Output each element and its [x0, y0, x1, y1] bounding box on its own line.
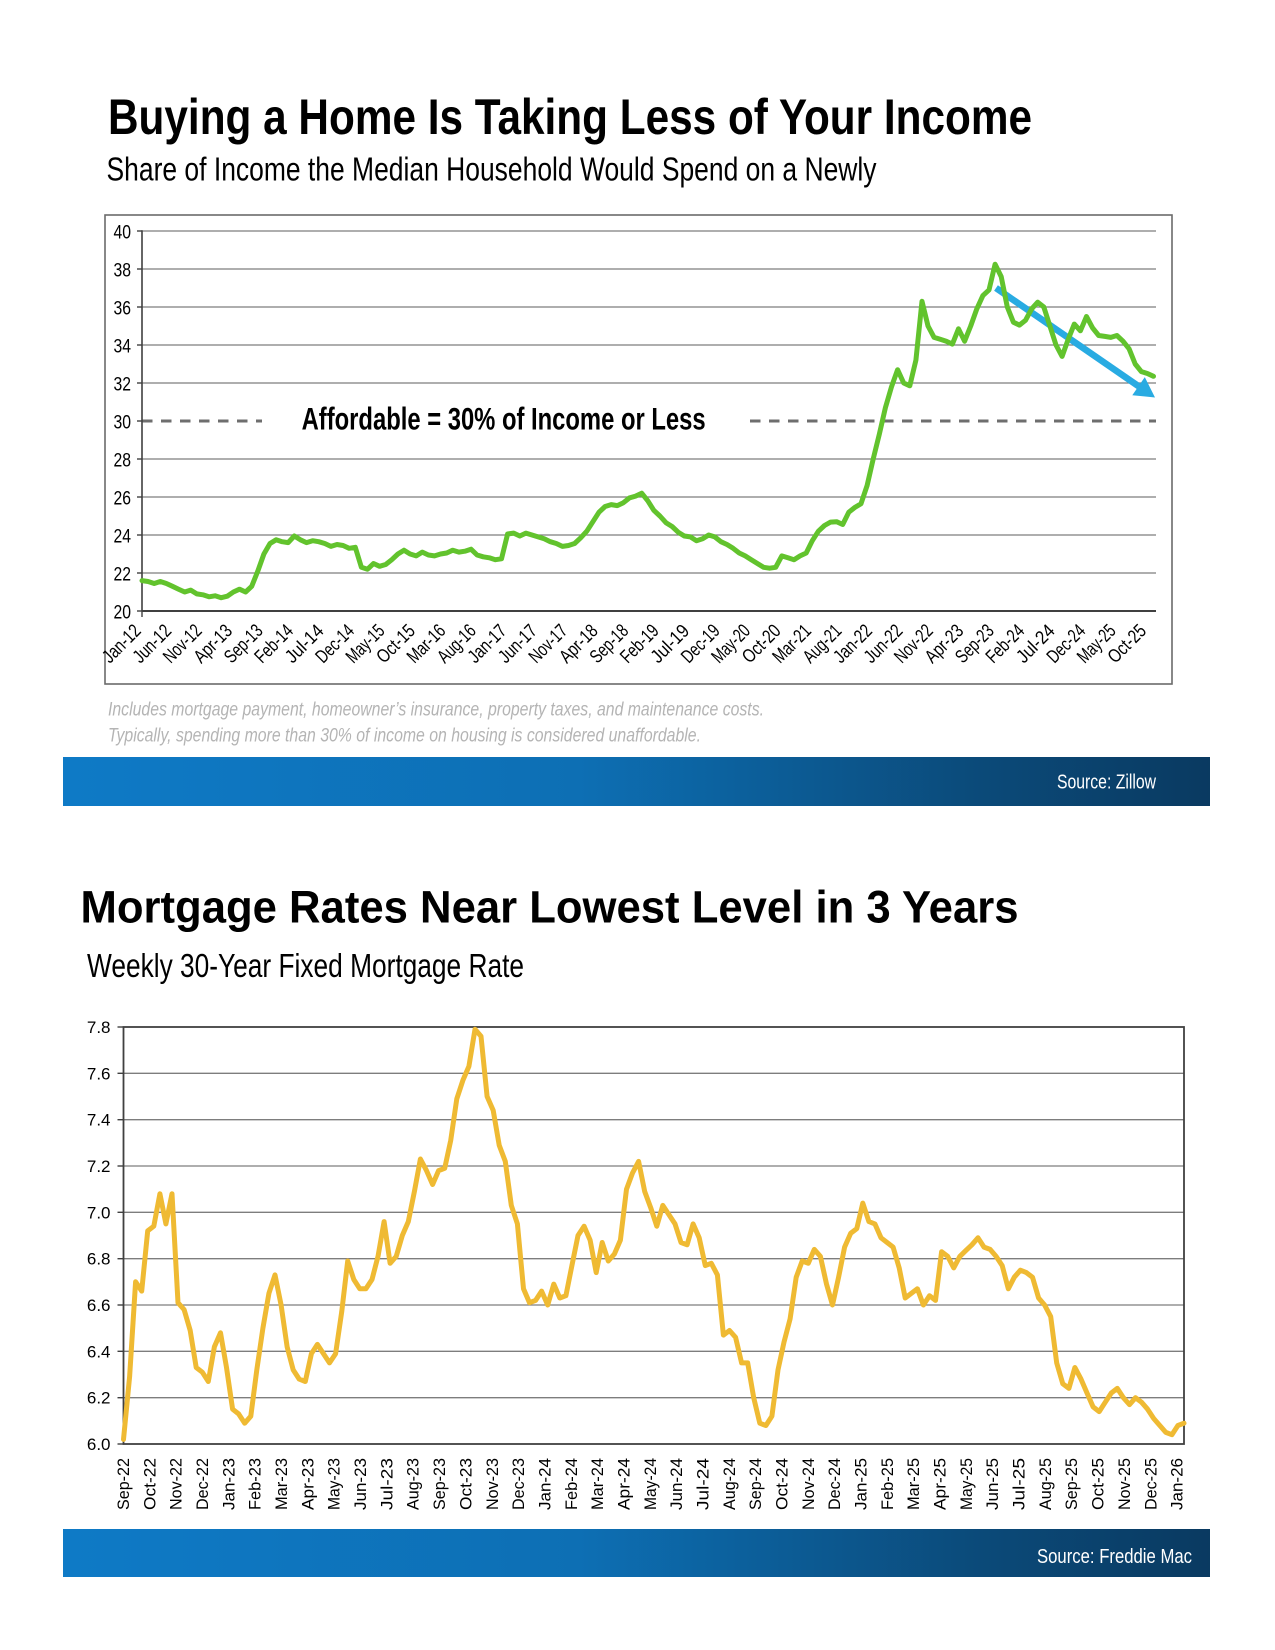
svg-text:Apr-24: Apr-24 [616, 1458, 634, 1510]
svg-text:Apr-23: Apr-23 [299, 1458, 317, 1510]
svg-text:Feb-24: Feb-24 [563, 1458, 581, 1510]
svg-text:Aug-24: Aug-24 [721, 1458, 739, 1510]
svg-text:6.0: 6.0 [87, 1435, 111, 1454]
svg-text:Dec-24: Dec-24 [826, 1458, 844, 1510]
svg-text:May-23: May-23 [326, 1458, 344, 1510]
svg-text:7.0: 7.0 [87, 1203, 111, 1222]
svg-text:6.2: 6.2 [87, 1389, 111, 1408]
svg-text:Oct-24: Oct-24 [774, 1458, 792, 1510]
svg-text:40: 40 [114, 221, 132, 243]
svg-text:Jun-24: Jun-24 [668, 1458, 686, 1510]
svg-text:Weekly 30-Year Fixed Mortgage: Weekly 30-Year Fixed Mortgage Rate [87, 947, 524, 984]
svg-text:Nov-23: Nov-23 [484, 1458, 502, 1510]
svg-text:Source: Zillow: Source: Zillow [1057, 771, 1156, 794]
svg-text:30: 30 [114, 411, 132, 433]
svg-text:Buying a Home Is Taking Less o: Buying a Home Is Taking Less of Your Inc… [108, 89, 1032, 145]
svg-text:Jan-26: Jan-26 [1169, 1458, 1187, 1510]
svg-text:20: 20 [114, 601, 132, 623]
svg-text:Mar-25: Mar-25 [905, 1458, 923, 1510]
svg-text:Nov-25: Nov-25 [1116, 1458, 1134, 1510]
svg-text:Mar-24: Mar-24 [589, 1458, 607, 1510]
svg-text:Jun-25: Jun-25 [984, 1458, 1002, 1510]
svg-text:Mortgage Rates Near Lowest Lev: Mortgage Rates Near Lowest Level in 3 Ye… [81, 882, 1019, 933]
svg-text:7.8: 7.8 [87, 1018, 111, 1037]
svg-text:Feb-25: Feb-25 [879, 1458, 897, 1510]
svg-text:Feb-23: Feb-23 [247, 1458, 265, 1510]
svg-text:38: 38 [114, 259, 132, 281]
svg-text:Jan-25: Jan-25 [853, 1458, 871, 1510]
svg-text:Oct-25: Oct-25 [1090, 1458, 1108, 1510]
svg-text:6.4: 6.4 [87, 1342, 111, 1361]
svg-text:Jul-25: Jul-25 [1011, 1458, 1029, 1510]
svg-text:Nov-22: Nov-22 [168, 1458, 186, 1510]
svg-text:28: 28 [114, 449, 132, 471]
svg-text:Dec-23: Dec-23 [510, 1458, 528, 1510]
svg-text:Source: Freddie Mac: Source: Freddie Mac [1037, 1545, 1192, 1568]
svg-text:7.2: 7.2 [87, 1157, 111, 1176]
svg-text:36: 36 [114, 297, 132, 319]
svg-text:32: 32 [114, 373, 132, 395]
svg-text:7.4: 7.4 [87, 1111, 111, 1130]
svg-text:Oct-22: Oct-22 [141, 1458, 159, 1510]
svg-text:Jul-24: Jul-24 [695, 1458, 713, 1510]
svg-text:Jul-23: Jul-23 [378, 1458, 396, 1510]
svg-text:Sep-23: Sep-23 [431, 1458, 449, 1510]
svg-text:May-24: May-24 [642, 1458, 660, 1510]
svg-text:7.6: 7.6 [87, 1064, 111, 1083]
svg-text:Aug-25: Aug-25 [1037, 1458, 1055, 1510]
svg-text:Jan-24: Jan-24 [536, 1458, 554, 1510]
svg-text:Mar-23: Mar-23 [273, 1458, 291, 1510]
svg-text:Sep-22: Sep-22 [115, 1458, 133, 1510]
svg-text:Share of Income the Median Hou: Share of Income the Median Household Wou… [107, 152, 877, 189]
svg-text:24: 24 [114, 525, 132, 547]
svg-text:Aug-23: Aug-23 [405, 1458, 423, 1510]
svg-text:22: 22 [114, 563, 132, 585]
svg-text:Apr-25: Apr-25 [932, 1458, 950, 1510]
svg-text:Jun-23: Jun-23 [352, 1458, 370, 1510]
svg-text:Nov-24: Nov-24 [800, 1458, 818, 1510]
svg-text:Affordable = 30% of Income or: Affordable = 30% of Income or Less [302, 401, 706, 437]
svg-text:Dec-22: Dec-22 [194, 1458, 212, 1510]
svg-text:Sep-24: Sep-24 [747, 1458, 765, 1510]
svg-text:26: 26 [114, 487, 132, 509]
svg-text:Sep-25: Sep-25 [1063, 1458, 1081, 1510]
svg-text:34: 34 [114, 335, 132, 357]
svg-text:Includes mortgage payment, hom: Includes mortgage payment, homeowner’s i… [108, 700, 764, 721]
svg-text:May-25: May-25 [958, 1458, 976, 1510]
svg-text:Oct-23: Oct-23 [457, 1458, 475, 1510]
svg-text:Typically, spending more than: Typically, spending more than 30% of inc… [108, 726, 701, 747]
svg-text:Dec-25: Dec-25 [1142, 1458, 1160, 1510]
svg-text:Jan-23: Jan-23 [220, 1458, 238, 1510]
svg-text:6.6: 6.6 [87, 1296, 111, 1315]
svg-text:6.8: 6.8 [87, 1250, 111, 1269]
